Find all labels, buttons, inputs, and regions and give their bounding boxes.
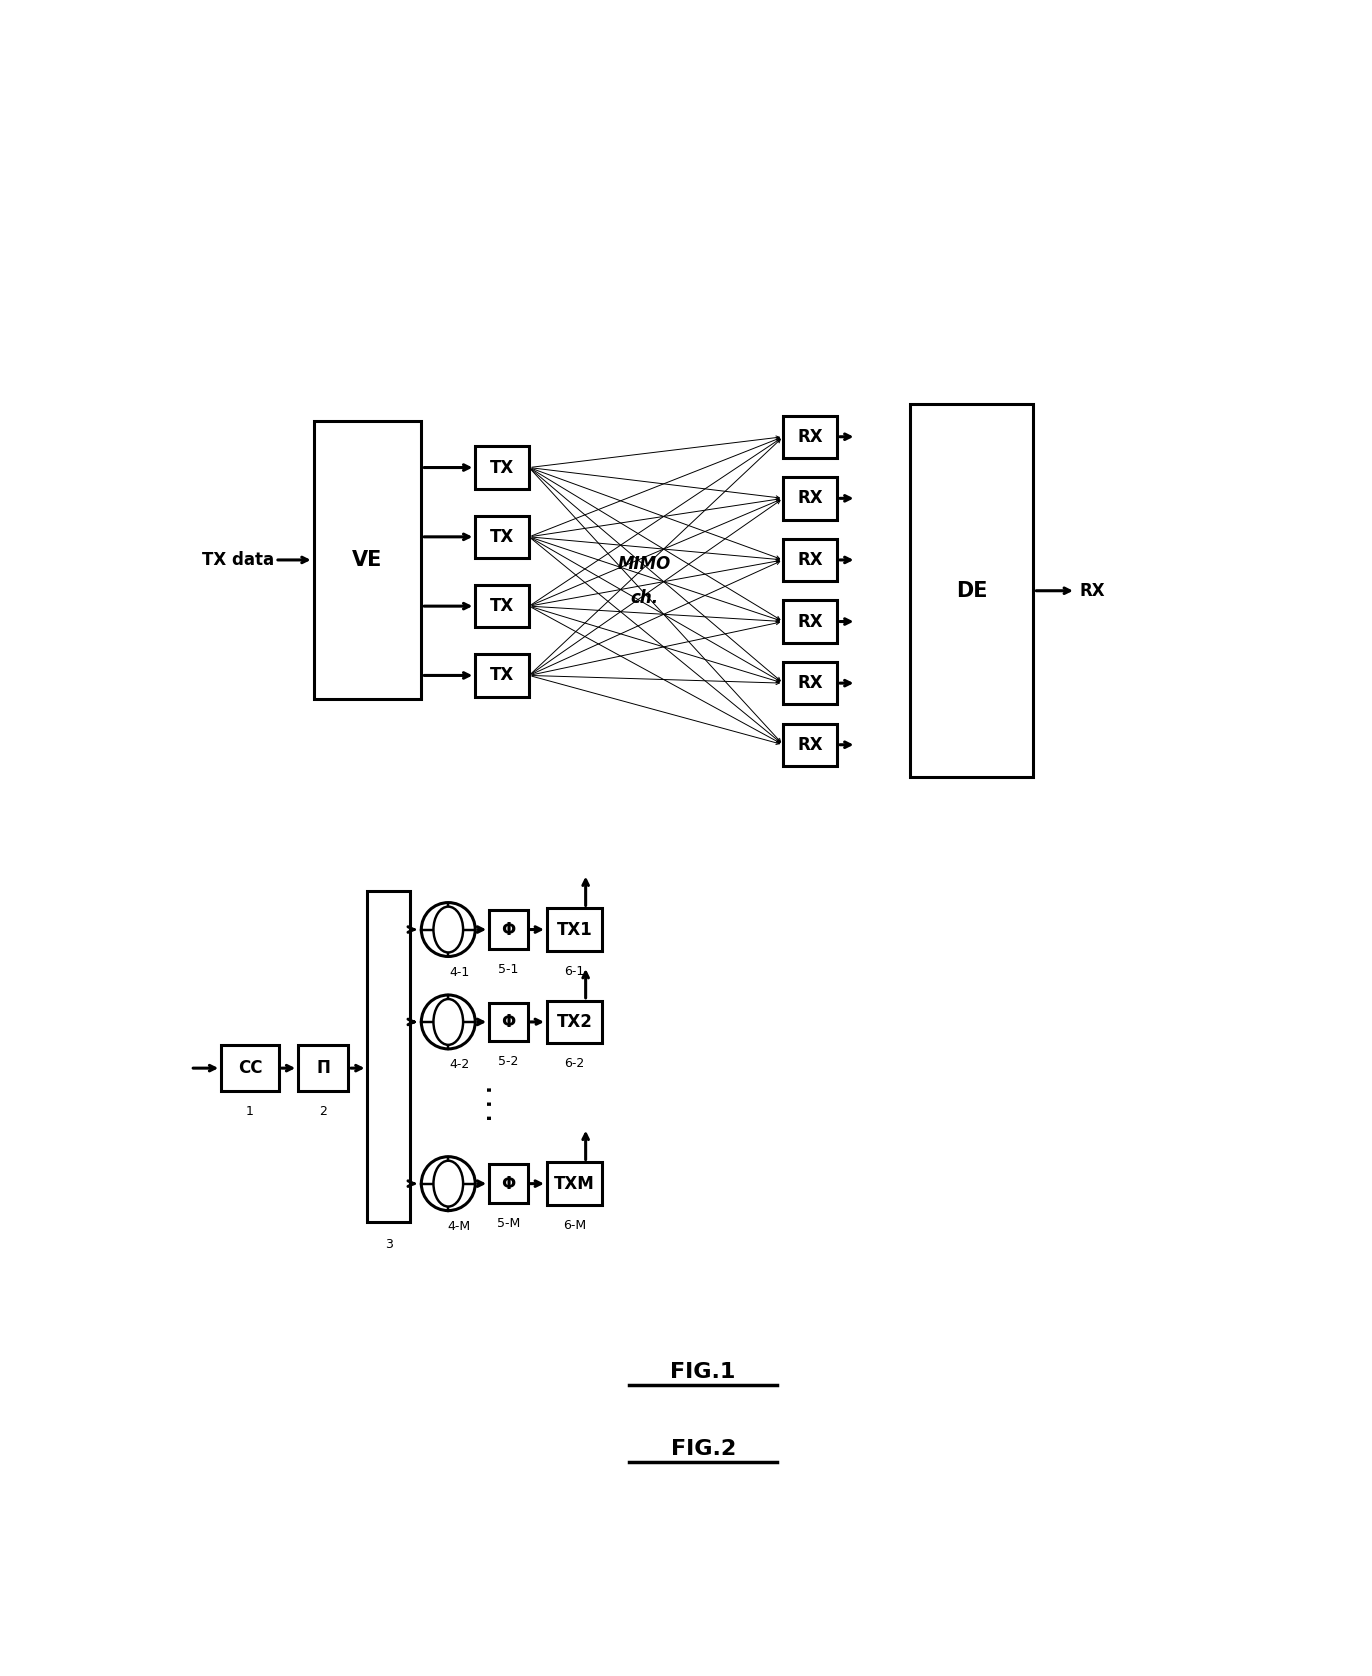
Bar [475, 446, 530, 489]
Text: MIMO: MIMO [617, 555, 671, 573]
Ellipse shape [434, 999, 464, 1044]
Text: VE: VE [353, 550, 383, 570]
Text: RX: RX [797, 551, 823, 568]
Text: 4-1: 4-1 [449, 965, 469, 979]
Bar [314, 421, 421, 699]
Text: 5-2: 5-2 [498, 1056, 519, 1068]
Text: 4-M: 4-M [447, 1220, 471, 1234]
Text: Φ: Φ [501, 920, 516, 939]
Text: Π: Π [316, 1059, 331, 1078]
Text: RX: RX [797, 489, 823, 508]
Text: FIG.2: FIG.2 [671, 1440, 735, 1460]
Text: 3: 3 [384, 1237, 392, 1250]
Text: FIG.1: FIG.1 [671, 1363, 735, 1383]
Circle shape [421, 1156, 475, 1210]
Bar [221, 1046, 279, 1091]
Text: TX: TX [490, 459, 514, 476]
Bar [475, 654, 530, 697]
Text: TXM: TXM [554, 1175, 595, 1193]
Bar [475, 585, 530, 627]
Text: TX data: TX data [202, 551, 274, 568]
Bar [783, 724, 837, 766]
Text: 5-M: 5-M [497, 1217, 520, 1230]
Text: 6-1: 6-1 [564, 965, 584, 977]
Bar [910, 404, 1033, 778]
Text: 6-M: 6-M [563, 1218, 586, 1232]
Text: TX: TX [490, 528, 514, 546]
Bar [488, 1002, 528, 1041]
Text: Φ: Φ [501, 1012, 516, 1031]
Text: RX: RX [797, 674, 823, 692]
Text: TX: TX [490, 597, 514, 615]
Text: 6-2: 6-2 [564, 1058, 584, 1069]
Text: RX: RX [797, 427, 823, 446]
Bar [783, 600, 837, 642]
Bar [547, 1163, 602, 1205]
Bar [475, 516, 530, 558]
Text: RX: RX [797, 736, 823, 754]
Text: 4-2: 4-2 [449, 1058, 469, 1071]
Bar [488, 1165, 528, 1203]
Circle shape [421, 903, 475, 957]
Bar [298, 1046, 348, 1091]
Text: 1: 1 [246, 1104, 254, 1118]
Bar [783, 478, 837, 520]
Text: RX: RX [797, 612, 823, 630]
Text: DE: DE [956, 582, 988, 600]
Ellipse shape [434, 907, 464, 952]
Text: Φ: Φ [501, 1175, 516, 1193]
Circle shape [421, 996, 475, 1049]
Bar [783, 538, 837, 582]
Bar [488, 910, 528, 949]
Bar [368, 892, 410, 1222]
Text: RX: RX [1080, 582, 1106, 600]
Ellipse shape [434, 1161, 464, 1207]
Text: CC: CC [237, 1059, 262, 1078]
Text: . . .: . . . [477, 1084, 497, 1121]
Text: S/P: S/P [369, 1046, 399, 1064]
Text: TX: TX [490, 667, 514, 684]
Text: TX2: TX2 [557, 1012, 593, 1031]
Bar [547, 1001, 602, 1042]
Text: 2: 2 [320, 1104, 327, 1118]
Text: ch.: ch. [631, 590, 659, 607]
Text: 5-1: 5-1 [498, 962, 519, 975]
Bar [783, 662, 837, 704]
Bar [783, 416, 837, 458]
Text: TX1: TX1 [557, 920, 593, 939]
Bar [547, 908, 602, 950]
